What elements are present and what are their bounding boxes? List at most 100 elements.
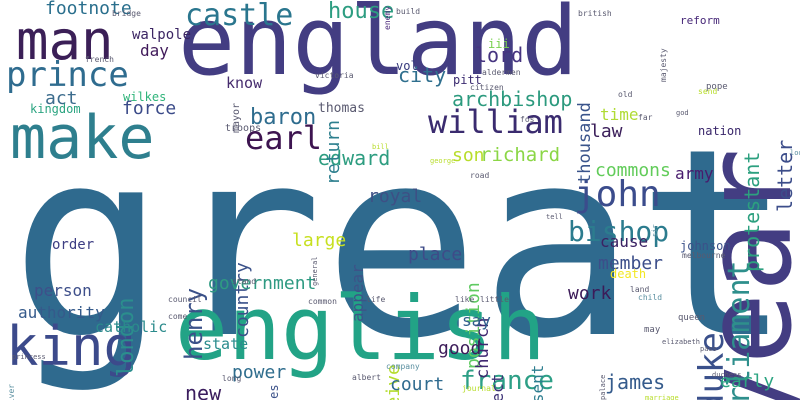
word-citizen: citizen <box>470 83 504 92</box>
word-aldermen: aldermen <box>482 68 521 77</box>
word-road: road <box>470 171 490 180</box>
word-elizabeth: elizabeth <box>662 338 700 346</box>
word-footnote: footnote <box>45 0 132 19</box>
word-melbourne: melbourne <box>682 251 726 260</box>
word-thomas: thomas <box>318 101 365 116</box>
word-work: work <box>568 283 612 304</box>
word-land: land <box>630 285 650 294</box>
word-build: build <box>396 7 421 16</box>
word-protestant: protestant <box>740 151 764 272</box>
word-england: england <box>178 0 579 97</box>
word-look: look <box>790 149 800 157</box>
word-army: army <box>675 164 714 183</box>
word-duchess: duchess <box>712 371 742 379</box>
word-majesty: majesty <box>659 48 668 82</box>
word-iii: iii <box>488 37 510 51</box>
word-marriage: marriage <box>645 394 679 400</box>
word-tell: tell <box>546 213 563 221</box>
word-life: life <box>366 295 386 304</box>
word-city: city <box>398 63 447 87</box>
word-vol: vol <box>396 59 418 73</box>
word-return: return <box>323 119 344 185</box>
word-fos: fos <box>520 115 535 124</box>
word-sir: sir <box>651 224 659 237</box>
word-william: william <box>428 103 563 141</box>
word-bill: bill <box>372 143 389 151</box>
word-journal: journal <box>462 384 496 393</box>
word-king: king <box>6 315 137 378</box>
word-pass: pass <box>700 345 717 353</box>
word-british: british <box>578 9 612 18</box>
word-royal: royal <box>368 186 423 207</box>
word-son: son <box>452 145 485 166</box>
word-river: river <box>7 383 16 400</box>
word-man: man <box>16 9 114 72</box>
word-send: send <box>698 87 718 96</box>
word-richard: richard <box>480 144 561 166</box>
word-pope: pope <box>706 82 728 92</box>
word-albert: albert <box>352 373 381 382</box>
word-commons: commons <box>595 160 671 181</box>
word-far: far <box>638 113 653 122</box>
word-enemy: enemy <box>383 5 392 30</box>
word-court: court <box>390 374 445 395</box>
word-new: new <box>185 381 222 400</box>
word-come: come <box>168 312 188 321</box>
word-john: john <box>574 174 661 215</box>
word-force: force <box>122 98 177 119</box>
word-english: english <box>175 277 546 380</box>
word-johnson: johnson <box>680 239 731 253</box>
word-princess: princess <box>12 353 46 361</box>
word-stand: stand <box>232 277 257 286</box>
word-common: common <box>308 297 337 306</box>
word-large: large <box>292 230 347 251</box>
word-palace: palace <box>599 374 607 400</box>
word-troops: troops <box>225 123 262 134</box>
word-london: london <box>114 297 139 377</box>
word-order: order <box>52 237 95 253</box>
word-edward: edward <box>318 146 391 170</box>
word-bishop: bishop <box>568 215 670 248</box>
word-act: act <box>45 88 78 109</box>
word-french: french <box>85 55 114 64</box>
word-house: house <box>328 0 395 24</box>
word-james: james <box>605 370 666 394</box>
word-general: general <box>311 256 319 286</box>
word-victoria: victoria <box>315 71 354 80</box>
word-council: council <box>168 295 202 304</box>
word-archbishop: archbishop <box>452 87 573 111</box>
word-state: state <box>203 335 249 353</box>
word-god: god <box>676 109 689 117</box>
word-say: say <box>462 311 491 330</box>
word-authority: authority <box>18 303 105 322</box>
word-death: death <box>610 267 647 281</box>
word-day: day <box>140 41 169 60</box>
word-government: government <box>208 273 317 294</box>
word-kingdom: kingdom <box>30 102 81 116</box>
word-earl: earl <box>245 119 323 157</box>
word-great: great <box>10 94 793 396</box>
word-appear: appear <box>348 264 367 322</box>
word-time: time <box>600 105 639 124</box>
word-law: law <box>590 121 623 142</box>
word-queen: queen <box>678 313 706 323</box>
word-member: member <box>598 253 664 274</box>
word-wilkes: wilkes <box>123 90 167 104</box>
word-company: company <box>386 362 420 371</box>
word-walpole: walpole <box>132 27 192 43</box>
word-catholic: catholic <box>95 318 168 336</box>
word-pitt: pitt <box>453 73 482 87</box>
word-prince: prince <box>6 55 129 95</box>
word-castle: castle <box>185 0 294 33</box>
word-may: may <box>644 325 661 335</box>
word-place: place <box>408 244 463 265</box>
word-reform: reform <box>680 14 720 27</box>
word-good: good <box>438 338 482 359</box>
word-france: france <box>460 366 554 396</box>
word-nation: nation <box>698 124 742 138</box>
word-present: present <box>528 364 547 400</box>
word-baron: baron <box>250 105 317 130</box>
word-lord: lord <box>475 43 524 67</box>
word-charles: charles <box>267 384 281 400</box>
